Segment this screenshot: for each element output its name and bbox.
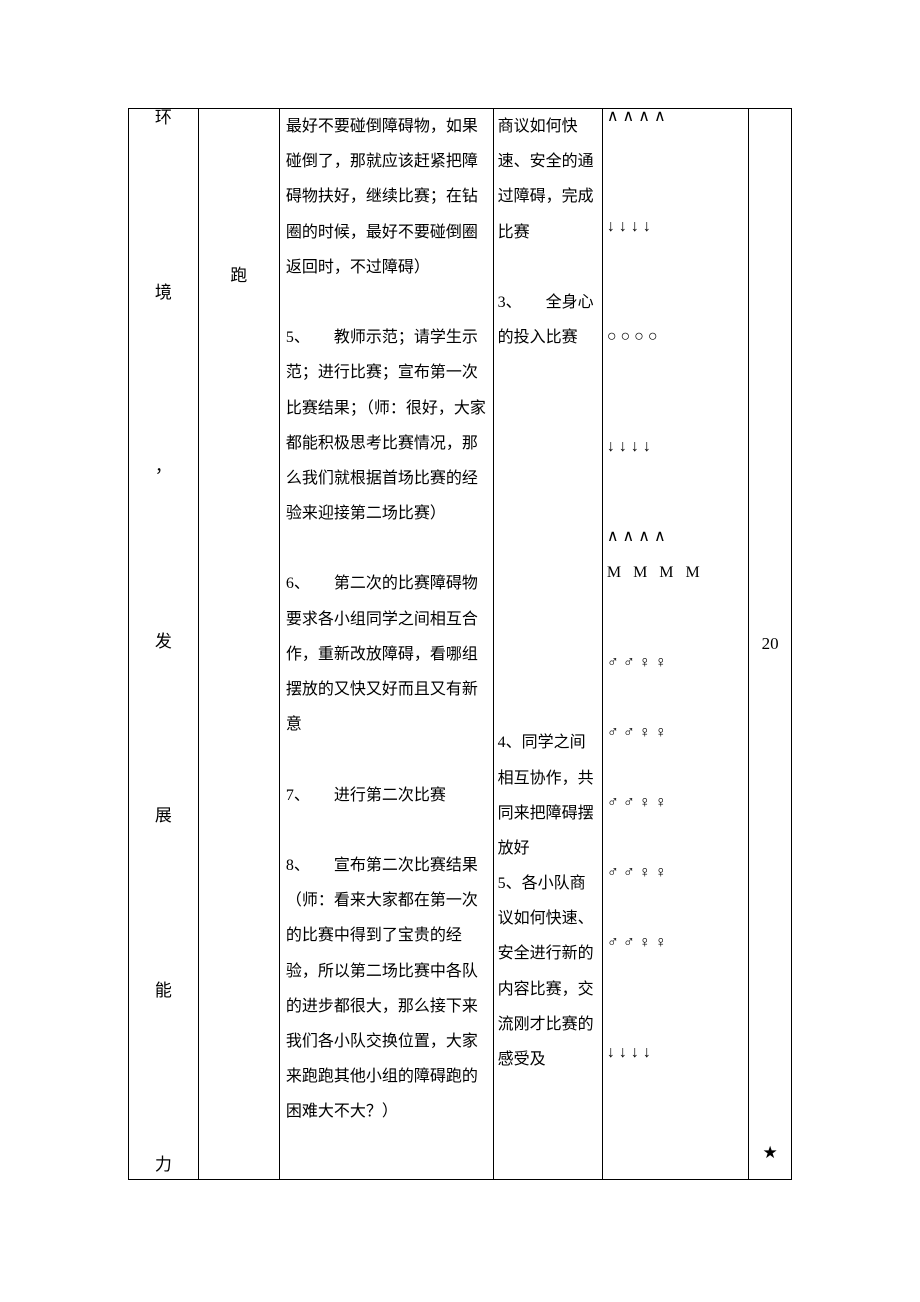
diagram-row: ♂♂♀♀ — [607, 865, 744, 881]
teacher-p: 6、 第二次的比赛障碍物要求各小组同学之间相互合作，重新改放障碍，看哪组摆放的又… — [286, 566, 487, 742]
teacher-p: 5、 教师示范；请学生示范；进行比赛；宣布第一次比赛结果；（师：很好，大家都能积… — [286, 320, 487, 531]
diagram-row: M M M M — [607, 565, 744, 581]
cell-time: 20 ★ — [749, 109, 792, 1180]
activity-char: 跑 — [230, 267, 247, 284]
diagram-row: ○○○○ — [607, 329, 744, 345]
phase-char: ， — [155, 458, 172, 475]
phase-char: 环 — [155, 109, 172, 126]
cell-student: 商议如何快速、安全的通过障碍，完成比赛 3、 全身心的投入比赛 4、同学之间相互… — [493, 109, 602, 1180]
diagram-row: ♂♂♀♀ — [607, 725, 744, 741]
diagram-row: ∧∧∧∧ — [607, 109, 744, 125]
phase-char: 境 — [155, 284, 172, 301]
page: 环 境 ， 发 展 能 力 跑 最好不要碰倒障碍物，如果碰倒了，那就应该赶紧把障… — [0, 0, 920, 1302]
teacher-p: 最好不要碰倒障碍物，如果碰倒了，那就应该赶紧把障碍物扶好，继续比赛；在钻圈的时候… — [286, 109, 487, 285]
phase-char: 力 — [155, 1156, 172, 1173]
time-col: 20 ★ — [749, 109, 791, 1179]
activity-vertical-label: 跑 — [199, 109, 279, 1179]
phase-char: 展 — [155, 807, 172, 824]
student-p: 4、同学之间相互协作，共同来把障碍摆放好 — [498, 725, 598, 866]
cell-phase: 环 境 ， 发 展 能 力 — [129, 109, 199, 1180]
lesson-plan-table: 环 境 ， 发 展 能 力 跑 最好不要碰倒障碍物，如果碰倒了，那就应该赶紧把障… — [128, 108, 792, 1180]
teacher-text: 最好不要碰倒障碍物，如果碰倒了，那就应该赶紧把障碍物扶好，继续比赛；在钻圈的时候… — [280, 109, 493, 1129]
diagram-row: ↓↓↓↓ — [607, 1045, 744, 1061]
star-icon: ★ — [762, 1143, 777, 1163]
phase-char: 能 — [155, 982, 172, 999]
duration-minutes: 20 — [762, 634, 779, 654]
diagram-row: ♂♂♀♀ — [607, 795, 744, 811]
table-row: 环 境 ， 发 展 能 力 跑 最好不要碰倒障碍物，如果碰倒了，那就应该赶紧把障… — [129, 109, 792, 1180]
diagram-row: ♂♂♀♀ — [607, 935, 744, 951]
teacher-p: 7、 进行第二次比赛 — [286, 778, 487, 813]
cell-formation: ∧∧∧∧ ↓↓↓↓ ○○○○ ↓↓↓↓ ∧∧∧∧ M M M M ♂♂♀♀ ♂♂… — [602, 109, 748, 1180]
student-text: 商议如何快速、安全的通过障碍，完成比赛 3、 全身心的投入比赛 4、同学之间相互… — [494, 109, 602, 1077]
student-p: 5、各小队商议如何快速、安全进行新的内容比赛，交流刚才比赛的感受及 — [498, 866, 598, 1077]
diagram-row: ↓↓↓↓ — [607, 439, 744, 455]
cell-activity: 跑 — [198, 109, 279, 1180]
phase-vertical-label: 环 境 ， 发 展 能 力 — [129, 109, 198, 1179]
phase-char: 发 — [155, 633, 172, 650]
cell-teacher: 最好不要碰倒障碍物，如果碰倒了，那就应该赶紧把障碍物扶好，继续比赛；在钻圈的时候… — [279, 109, 493, 1180]
student-p: 3、 全身心的投入比赛 — [498, 285, 598, 355]
diagram-row: ♂♂♀♀ — [607, 655, 744, 671]
formation-diagram: ∧∧∧∧ ↓↓↓↓ ○○○○ ↓↓↓↓ ∧∧∧∧ M M M M ♂♂♀♀ ♂♂… — [603, 109, 748, 1061]
diagram-row: ↓↓↓↓ — [607, 219, 744, 235]
diagram-row: ∧∧∧∧ — [607, 529, 744, 545]
teacher-p: 8、 宣布第二次比赛结果（师：看来大家都在第一次的比赛中得到了宝贵的经验，所以第… — [286, 848, 487, 1130]
student-p: 商议如何快速、安全的通过障碍，完成比赛 — [498, 109, 598, 250]
